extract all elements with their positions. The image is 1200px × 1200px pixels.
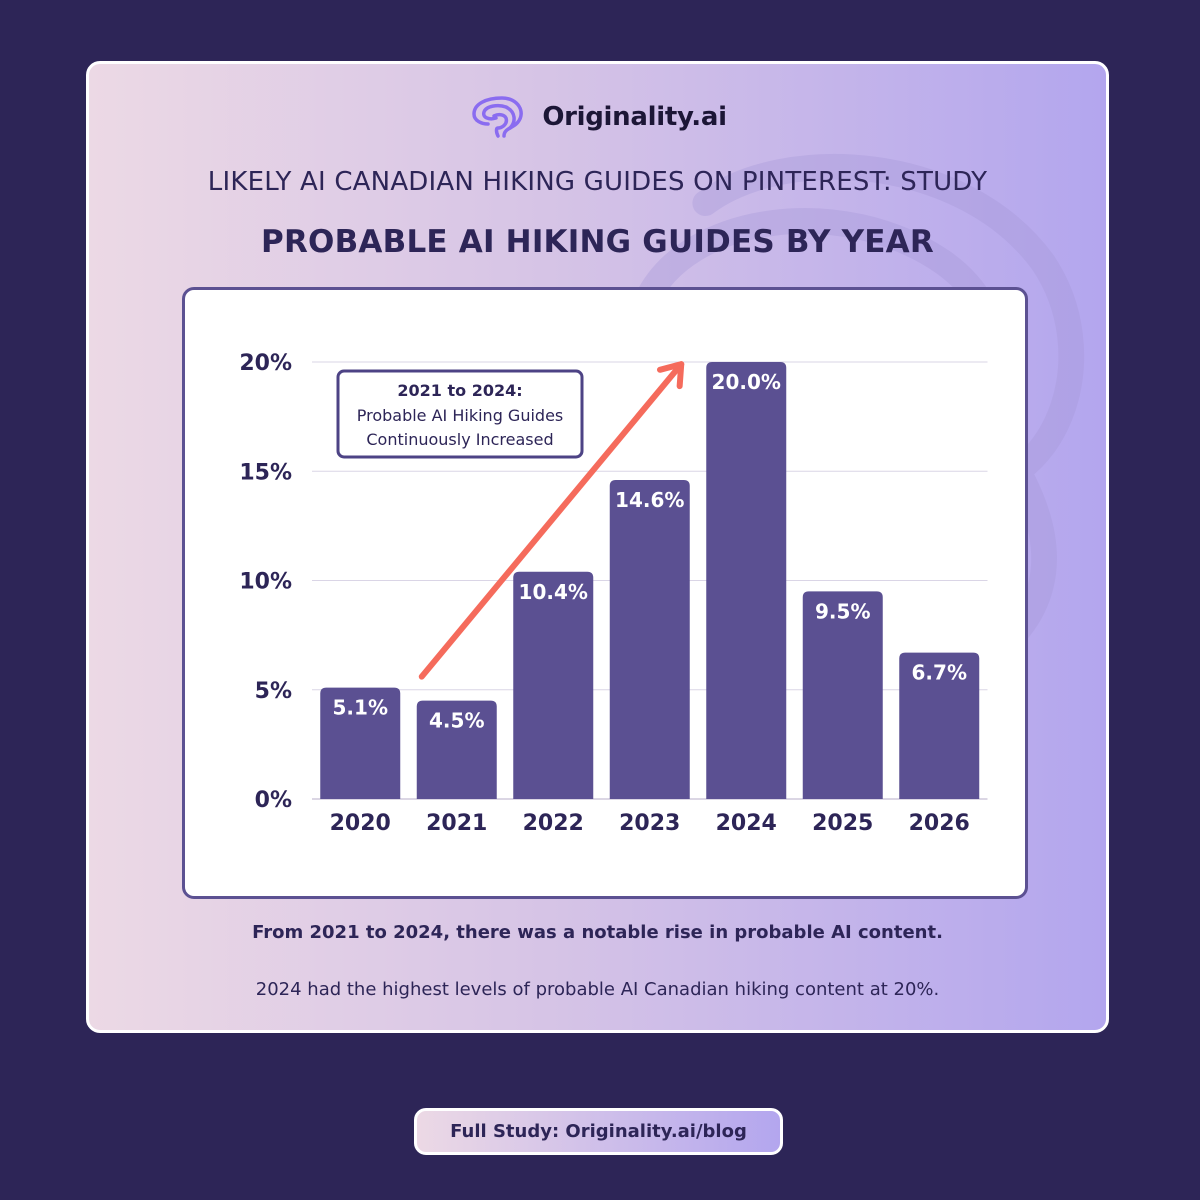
x-tick-label: 2025	[812, 811, 873, 836]
chart-panel: 5.1% 4.5% 10.4% 14.6% 20.0% 9.5% 6.7% 0% 5% 10% 1…	[182, 287, 1028, 899]
x-tick-label: 2020	[330, 811, 391, 836]
x-tick-label: 2022	[523, 811, 584, 836]
bar	[802, 591, 883, 799]
infographic-card: Originality.ai LIKELY AI CANADIAN HIKING…	[86, 61, 1109, 1033]
annotation-line: Continuously Increased	[366, 430, 553, 449]
y-tick-label: 15%	[239, 460, 292, 485]
bar	[513, 571, 594, 799]
annotation-box	[336, 369, 584, 459]
bar	[416, 700, 497, 799]
secondary-finding: 2024 had the highest levels of probable …	[255, 979, 940, 1000]
bar-value-label: 10.4%	[519, 580, 588, 604]
y-tick-label: 20%	[239, 351, 292, 376]
key-finding: From 2021 to 2024, there was a notable r…	[252, 922, 943, 943]
bar-value-label: 5.1%	[333, 696, 388, 720]
trend-arrow	[418, 361, 685, 680]
bar-value-label: 9.5%	[815, 599, 870, 623]
bar-value-label: 6.7%	[912, 661, 967, 685]
bar-value-label: 14.6%	[615, 488, 684, 512]
bar	[320, 687, 401, 799]
bar	[899, 652, 980, 799]
y-tick-label: 10%	[239, 570, 292, 595]
page-subtitle: LIKELY AI CANADIAN HIKING GUIDES ON PINT…	[207, 167, 988, 197]
annotation-line: Probable AI Hiking Guides	[357, 406, 564, 425]
x-tick-label: 2021	[426, 811, 487, 836]
bar-value-label: 4.5%	[429, 709, 484, 733]
full-study-link[interactable]: Full Study: Originality.ai/blog	[414, 1108, 783, 1155]
brand-name: Originality.ai	[542, 102, 727, 132]
trend-arrow-head	[656, 361, 685, 390]
chart-title: PROBABLE AI HIKING GUIDES BY YEAR	[261, 224, 934, 260]
brand-logo: Originality.ai	[89, 94, 1106, 140]
bar-value-label: 20.0%	[712, 370, 781, 394]
bar	[609, 479, 690, 799]
x-tick-label: 2024	[716, 811, 777, 836]
y-tick-label: 0%	[255, 788, 292, 813]
bar	[706, 362, 787, 799]
x-tick-label: 2026	[909, 811, 970, 836]
brain-icon	[472, 96, 524, 138]
x-tick-label: 2023	[619, 811, 680, 836]
y-tick-label: 5%	[255, 679, 292, 704]
annotation-title: 2021 to 2024:	[397, 381, 522, 400]
bar-chart: 5.1% 4.5% 10.4% 14.6% 20.0% 9.5% 6.7% 0% 5% 10% 1…	[239, 351, 988, 836]
